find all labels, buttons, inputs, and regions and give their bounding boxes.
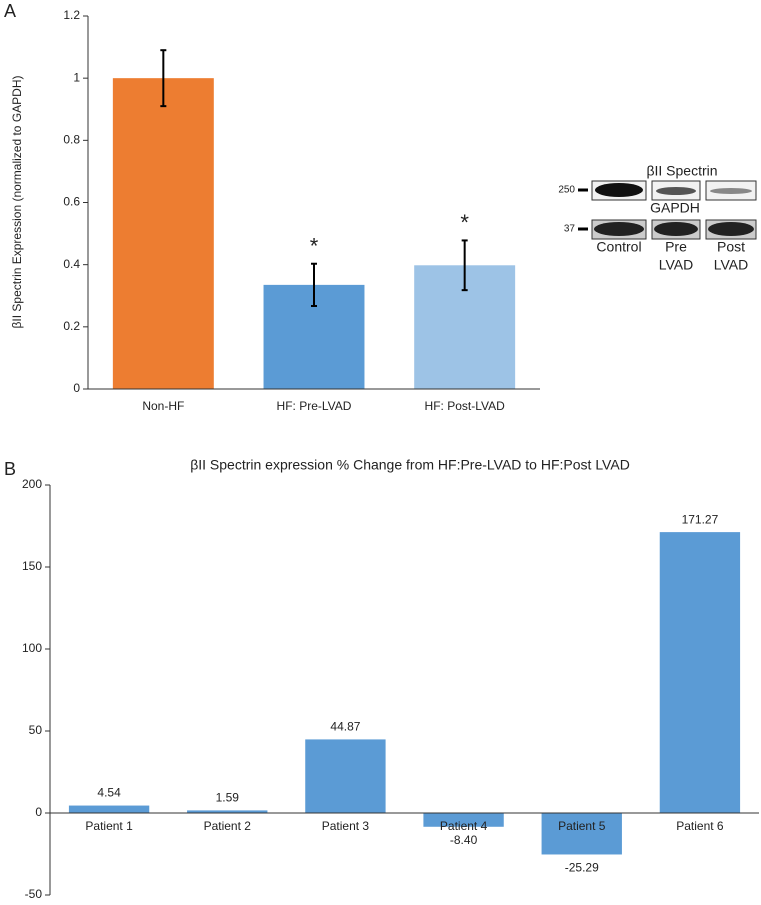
x-tick-label: Non-HF bbox=[142, 399, 184, 413]
value-label: 44.87 bbox=[330, 720, 360, 734]
bar bbox=[659, 532, 741, 813]
y-tick-label: 200 bbox=[22, 477, 42, 491]
bar bbox=[68, 805, 150, 813]
band bbox=[710, 188, 752, 194]
y-tick-label: 50 bbox=[29, 723, 43, 737]
value-label: 171.27 bbox=[682, 512, 719, 526]
x-tick-label: Patient 6 bbox=[676, 819, 724, 833]
y-tick-label: 0.4 bbox=[63, 257, 80, 271]
bar bbox=[305, 739, 386, 813]
y-tick-label: 1 bbox=[73, 70, 80, 84]
x-tick-label: HF: Pre-LVAD bbox=[277, 399, 352, 413]
blot-title: GAPDH bbox=[650, 200, 700, 216]
band bbox=[595, 183, 643, 197]
y-tick-label: 0.6 bbox=[63, 195, 80, 209]
lane-label: LVAD bbox=[659, 257, 694, 273]
x-tick-label: Patient 2 bbox=[204, 819, 252, 833]
significance-marker: * bbox=[460, 210, 469, 235]
panel-label: A bbox=[4, 1, 16, 21]
chart-title: βII Spectrin expression % Change from HF… bbox=[190, 457, 630, 473]
y-tick-label: 100 bbox=[22, 641, 42, 655]
band bbox=[594, 222, 644, 236]
band bbox=[656, 187, 696, 195]
lane-label: Control bbox=[596, 239, 641, 255]
value-label: 1.59 bbox=[216, 791, 240, 805]
x-tick-label: Patient 3 bbox=[322, 819, 370, 833]
lane-label: Post bbox=[717, 239, 745, 255]
marker-label: 37 bbox=[564, 224, 576, 235]
y-tick-label: 0 bbox=[35, 805, 42, 819]
bar bbox=[112, 78, 214, 390]
y-tick-label: 1.2 bbox=[63, 8, 80, 22]
western-blot: βII Spectrin 250 GAPDH 37 Control Pre LV… bbox=[558, 163, 757, 273]
band bbox=[708, 222, 754, 236]
lane-label: LVAD bbox=[714, 257, 749, 273]
bar bbox=[187, 810, 268, 813]
lane-label: Pre bbox=[665, 239, 687, 255]
band bbox=[654, 222, 698, 236]
blot-title: βII Spectrin bbox=[646, 163, 717, 179]
y-tick-label: 0.8 bbox=[63, 133, 80, 147]
y-tick-label: 150 bbox=[22, 559, 42, 573]
y-tick-label: -50 bbox=[25, 887, 43, 901]
x-tick-label: HF: Post-LVAD bbox=[425, 399, 506, 413]
x-tick-label: Patient 4 bbox=[440, 819, 488, 833]
marker-label: 250 bbox=[558, 185, 575, 196]
y-tick-label: 0.2 bbox=[63, 319, 80, 333]
value-label: 4.54 bbox=[97, 786, 121, 800]
panel-label: B bbox=[4, 459, 16, 479]
y-axis-label: βII Spectrin Expression (normalized to G… bbox=[10, 76, 24, 329]
significance-marker: * bbox=[310, 234, 319, 259]
bar bbox=[541, 813, 622, 855]
value-label: -25.29 bbox=[565, 861, 599, 875]
x-tick-label: Patient 1 bbox=[85, 819, 133, 833]
y-tick-label: 0 bbox=[73, 381, 80, 395]
bar bbox=[423, 813, 504, 827]
value-label: -8.40 bbox=[450, 833, 478, 847]
x-tick-label: Patient 5 bbox=[558, 819, 606, 833]
